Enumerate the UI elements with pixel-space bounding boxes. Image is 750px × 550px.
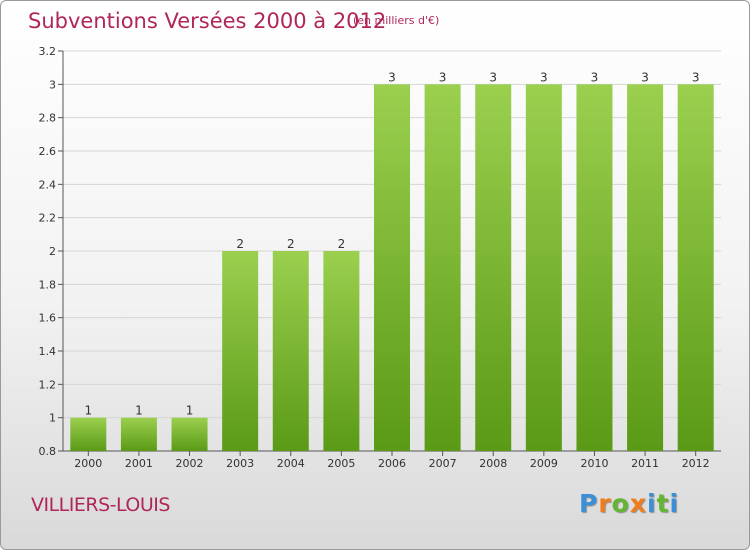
bar-value-label: 2 [236, 237, 244, 251]
bar [374, 84, 410, 451]
x-tick-label: 2010 [580, 457, 608, 470]
x-tick-label: 2006 [378, 457, 406, 470]
bar-value-label: 3 [540, 70, 548, 84]
bar-value-label: 3 [641, 70, 649, 84]
logo-letter: i [669, 489, 680, 518]
y-tick-label: 3 [49, 78, 56, 91]
bar-value-label: 2 [338, 237, 346, 251]
bar-value-label: 3 [591, 70, 599, 84]
chart-subtitle: (en milliers d'€) [353, 14, 440, 27]
bar-value-label: 2 [287, 237, 295, 251]
x-tick-label: 2003 [226, 457, 254, 470]
y-tick-label: 2.4 [39, 178, 57, 191]
logo-letter: P [579, 489, 599, 518]
y-tick-label: 2.2 [39, 212, 57, 225]
x-tick-label: 2011 [631, 457, 659, 470]
y-tick-label: 1.6 [39, 312, 57, 325]
bar [323, 251, 360, 451]
x-tick-label: 2012 [682, 457, 710, 470]
bar-value-label: 3 [489, 70, 497, 84]
y-tick-label: 1.8 [39, 278, 57, 291]
bar [222, 251, 259, 451]
chart-title: Subventions Versées 2000 à 2012 [28, 9, 387, 33]
y-tick-label: 2.8 [39, 112, 57, 125]
y-tick-label: 2.6 [39, 145, 57, 158]
bar-value-label: 3 [692, 70, 700, 84]
x-tick-label: 2001 [125, 457, 153, 470]
y-tick-label: 2 [49, 245, 56, 258]
bar [171, 417, 208, 451]
bar [272, 251, 309, 451]
x-tick-label: 2005 [327, 457, 355, 470]
y-tick-label: 1.4 [39, 345, 57, 358]
logo-letter: r [598, 489, 612, 518]
y-tick-label: 1.2 [39, 378, 57, 391]
x-tick-label: 2004 [277, 457, 305, 470]
bar [424, 84, 461, 451]
x-tick-label: 2007 [429, 457, 457, 470]
x-tick-label: 2008 [479, 457, 507, 470]
place-name: VILLIERS-LOUIS [31, 494, 170, 516]
proxiti-logo: Proxiti [579, 489, 679, 518]
x-tick-label: 2009 [530, 457, 558, 470]
y-tick-label: 1 [49, 412, 56, 425]
logo-letter: x [629, 489, 647, 518]
x-tick-label: 2002 [176, 457, 204, 470]
bar [677, 84, 714, 451]
bar [525, 84, 562, 451]
bar [70, 417, 107, 451]
bar-value-label: 1 [84, 404, 92, 418]
bar [576, 84, 613, 451]
bar-value-label: 1 [135, 404, 143, 418]
logo-letter: t [656, 489, 670, 518]
logo-letter: o [611, 489, 630, 518]
bar [120, 417, 157, 451]
bar-value-label: 3 [388, 70, 396, 84]
logo-letter: i [647, 489, 657, 518]
bar [475, 84, 512, 451]
y-tick-label: 3.2 [39, 45, 57, 58]
x-tick-label: 2000 [74, 457, 102, 470]
bar [627, 84, 664, 451]
bar-value-label: 3 [439, 70, 447, 84]
bar-value-label: 1 [186, 404, 194, 418]
y-tick-label: 0.8 [39, 445, 57, 458]
